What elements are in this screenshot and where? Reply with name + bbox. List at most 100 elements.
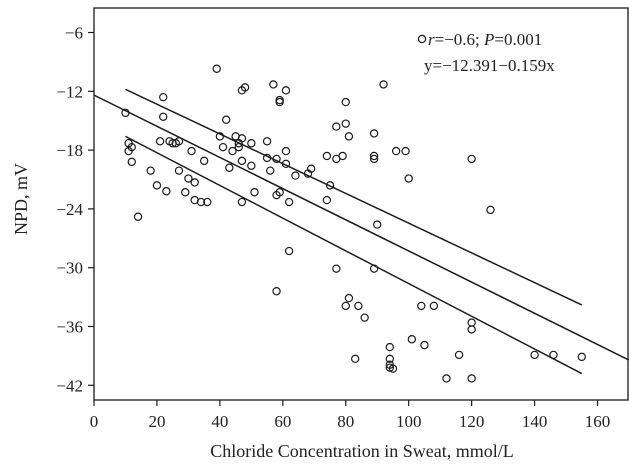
data-point: [385, 354, 395, 364]
data-point: [225, 163, 234, 172]
data-point: [369, 154, 379, 164]
data-point: [281, 146, 291, 156]
data-point: [159, 112, 168, 121]
data-point: [429, 301, 439, 311]
data-point: [174, 166, 184, 175]
data-point: [121, 108, 130, 118]
data-point: [549, 350, 558, 360]
data-point: [269, 80, 278, 89]
x-axis-ticks: 0 20 40 60 80 100 120 140 160: [90, 400, 611, 431]
data-point: [322, 151, 332, 161]
data-point: [332, 264, 341, 273]
x-tick-label: 100: [396, 412, 422, 431]
data-point: [272, 287, 281, 296]
data-point: [467, 374, 476, 383]
annotation-equation: y=−12.391−0.159x: [424, 56, 555, 75]
data-point: [127, 142, 136, 152]
y-tick-label: −18: [56, 141, 83, 160]
annotation-correlation: r=−0.6; P=0.001: [428, 30, 542, 49]
data-point: [247, 161, 256, 170]
x-tick-label: 140: [522, 412, 548, 431]
data-point: [341, 97, 350, 107]
annotation-r-value: =−0.6;: [435, 30, 484, 49]
annotation-p-symbol: P: [483, 30, 494, 49]
data-point: [240, 83, 250, 92]
data-point: [237, 156, 247, 166]
data-point: [237, 197, 247, 207]
data-point: [385, 342, 395, 352]
data-point: [218, 142, 228, 152]
data-point: [228, 146, 237, 156]
data-point: [577, 352, 586, 362]
ci-lower-line: [125, 135, 583, 375]
x-tick-label: 0: [90, 412, 99, 431]
y-tick-label: −36: [56, 318, 83, 337]
data-point: [467, 154, 476, 164]
data-point: [344, 132, 354, 141]
data-point: [401, 146, 410, 156]
data-point: [275, 97, 284, 107]
data-point: [306, 164, 316, 173]
data-point: [338, 151, 347, 161]
data-point: [133, 212, 143, 221]
data-point: [388, 364, 398, 373]
data-point: [467, 325, 476, 334]
annotation-p-value: =0.001: [494, 30, 542, 49]
confidence-bands: [125, 88, 583, 375]
data-point: [291, 171, 300, 180]
data-point: [212, 64, 221, 73]
data-point: [351, 354, 360, 364]
x-tick-label: 80: [337, 412, 354, 431]
data-point: [332, 122, 341, 131]
annotation-marker-icon: [417, 34, 427, 44]
regression-fit-line: [93, 94, 629, 361]
data-point: [344, 293, 354, 303]
data-point: [196, 197, 206, 207]
data-point: [266, 166, 275, 175]
y-tick-label: −30: [56, 259, 83, 278]
data-point: [407, 335, 417, 344]
data-point: [354, 301, 363, 311]
data-point: [155, 137, 165, 146]
data-point: [247, 139, 256, 148]
data-point: [262, 137, 272, 146]
data-point: [152, 181, 162, 190]
data-point: [272, 154, 281, 164]
data-point: [237, 134, 247, 143]
y-tick-label: −24: [56, 200, 83, 219]
annotation-r-symbol: r: [428, 30, 435, 49]
data-point: [275, 188, 284, 197]
data-point: [234, 142, 243, 152]
data-point: [341, 119, 350, 128]
data-point: [184, 174, 193, 183]
x-tick-label: 60: [274, 412, 291, 431]
data-point: [530, 350, 539, 360]
data-point: [181, 188, 190, 197]
data-point: [127, 157, 136, 167]
plot-frame: [93, 7, 629, 401]
statistics-annotation: r=−0.6; P=0.001 y=−12.391−0.159x: [417, 30, 555, 75]
data-point: [322, 195, 332, 205]
data-point: [341, 301, 350, 311]
data-point: [250, 188, 259, 197]
data-point: [146, 166, 155, 175]
data-point: [369, 264, 379, 273]
data-point: [190, 178, 199, 187]
data-point: [379, 80, 388, 89]
y-tick-label: −42: [56, 376, 83, 395]
data-point: [203, 197, 212, 207]
x-tick-label: 160: [585, 412, 611, 431]
y-tick-label: −6: [65, 24, 83, 43]
data-point: [360, 313, 369, 322]
data-point: [404, 174, 413, 183]
data-point: [162, 187, 171, 196]
data-point: [174, 137, 184, 146]
data-point: [284, 246, 294, 256]
x-tick-label: 40: [211, 412, 228, 431]
data-point: [159, 92, 168, 102]
y-tick-label: −12: [56, 82, 83, 101]
data-point: [454, 350, 464, 360]
data-point: [373, 220, 382, 229]
regression-line: [93, 94, 629, 361]
